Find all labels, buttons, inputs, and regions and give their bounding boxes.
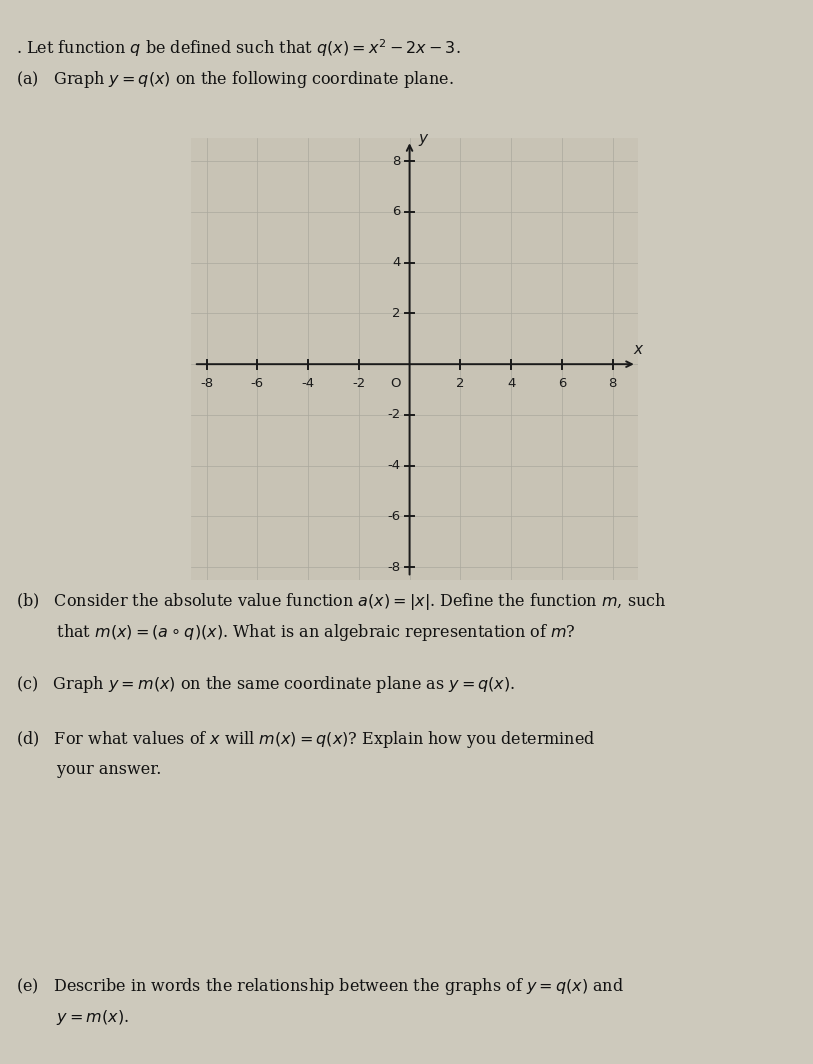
Text: (a)   Graph $y = q(x)$ on the following coordinate plane.: (a) Graph $y = q(x)$ on the following co… xyxy=(16,69,454,90)
Text: x: x xyxy=(633,342,642,356)
Text: $y = m(x)$.: $y = m(x)$. xyxy=(16,1008,129,1027)
Text: your answer.: your answer. xyxy=(16,761,162,778)
Text: 4: 4 xyxy=(506,377,515,389)
Text: -4: -4 xyxy=(302,377,315,389)
Text: (e)   Describe in words the relationship between the graphs of $y = q(x)$ and: (e) Describe in words the relationship b… xyxy=(16,976,624,997)
Text: -4: -4 xyxy=(388,460,401,472)
Text: 8: 8 xyxy=(393,154,401,168)
Text: 6: 6 xyxy=(393,205,401,218)
Text: . Let function $q$ be defined such that $q(x) = x^2 - 2x - 3$.: . Let function $q$ be defined such that … xyxy=(16,37,461,59)
Text: 8: 8 xyxy=(608,377,617,389)
Text: 2: 2 xyxy=(392,306,401,320)
Text: -8: -8 xyxy=(388,561,401,573)
Text: -8: -8 xyxy=(200,377,213,389)
Text: (c)   Graph $y = m(x)$ on the same coordinate plane as $y = q(x)$.: (c) Graph $y = m(x)$ on the same coordin… xyxy=(16,674,515,695)
Text: -2: -2 xyxy=(388,409,401,421)
Text: 6: 6 xyxy=(558,377,566,389)
Text: 4: 4 xyxy=(393,256,401,269)
Text: O: O xyxy=(390,377,401,389)
Text: -2: -2 xyxy=(352,377,365,389)
Text: (b)   Consider the absolute value function $a(x) = |x|$. Define the function $m$: (b) Consider the absolute value function… xyxy=(16,591,667,612)
Text: that $m(x) = (a \circ q)(x)$. What is an algebraic representation of $m$?: that $m(x) = (a \circ q)(x)$. What is an… xyxy=(16,622,576,644)
Text: -6: -6 xyxy=(388,510,401,522)
Text: 2: 2 xyxy=(456,377,464,389)
Text: (d)   For what values of $x$ will $m(x) = q(x)$? Explain how you determined: (d) For what values of $x$ will $m(x) = … xyxy=(16,729,596,750)
Text: -6: -6 xyxy=(250,377,264,389)
Text: y: y xyxy=(419,131,428,147)
